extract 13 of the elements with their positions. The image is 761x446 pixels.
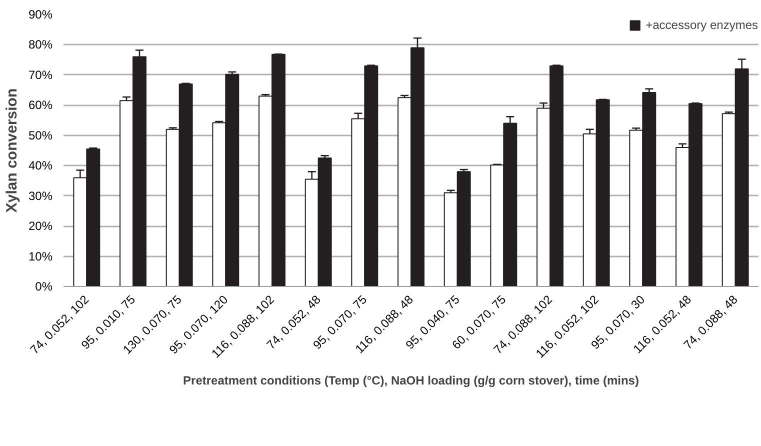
y-tick-label: 50% [28, 128, 53, 142]
y-tick-label: 80% [28, 38, 53, 52]
x-axis-title: Pretreatment conditions (Temp (°C), NaOH loading (g/g corn stover), time (mins) [183, 374, 639, 388]
y-tick-label: 70% [28, 68, 53, 82]
y-tick-label: 30% [28, 188, 53, 203]
y-tick-label: 0% [35, 280, 53, 294]
legend-label: +accessory enzymes [646, 18, 758, 32]
y-tick-label: 10% [28, 249, 53, 264]
y-axis-title: Xylan conversion [3, 88, 20, 213]
y-tick-label: 90% [28, 8, 53, 22]
y-tick-label: 60% [28, 98, 53, 112]
y-tick-label: 20% [28, 219, 53, 234]
y-tick-label: 40% [28, 158, 53, 173]
